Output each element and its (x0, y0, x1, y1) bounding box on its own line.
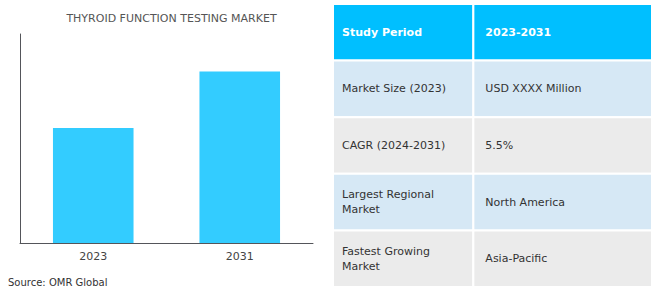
svg-text:USD XXXX Million: USD XXXX Million (485, 82, 581, 95)
svg-text:Largest Regional: Largest Regional (342, 188, 434, 201)
svg-text:THYROID FUNCTION TESTING MARKE: THYROID FUNCTION TESTING MARKET (65, 12, 277, 25)
svg-text:2031: 2031 (226, 250, 254, 263)
svg-text:Market: Market (342, 260, 380, 273)
svg-text:Source: OMR Global: Source: OMR Global (8, 277, 107, 288)
svg-text:Market: Market (342, 203, 380, 216)
svg-text:5.5%: 5.5% (485, 139, 513, 152)
svg-text:Asia-Pacific: Asia-Pacific (485, 252, 547, 265)
svg-text:2023: 2023 (79, 250, 107, 263)
svg-text:North America: North America (485, 196, 565, 209)
svg-text:CAGR (2024-2031): CAGR (2024-2031) (342, 139, 445, 152)
svg-text:Fastest Growing: Fastest Growing (342, 245, 430, 258)
svg-text:Study Period: Study Period (342, 26, 422, 39)
svg-text:Market Size (2023): Market Size (2023) (342, 82, 446, 95)
svg-text:2023-2031: 2023-2031 (485, 26, 551, 39)
